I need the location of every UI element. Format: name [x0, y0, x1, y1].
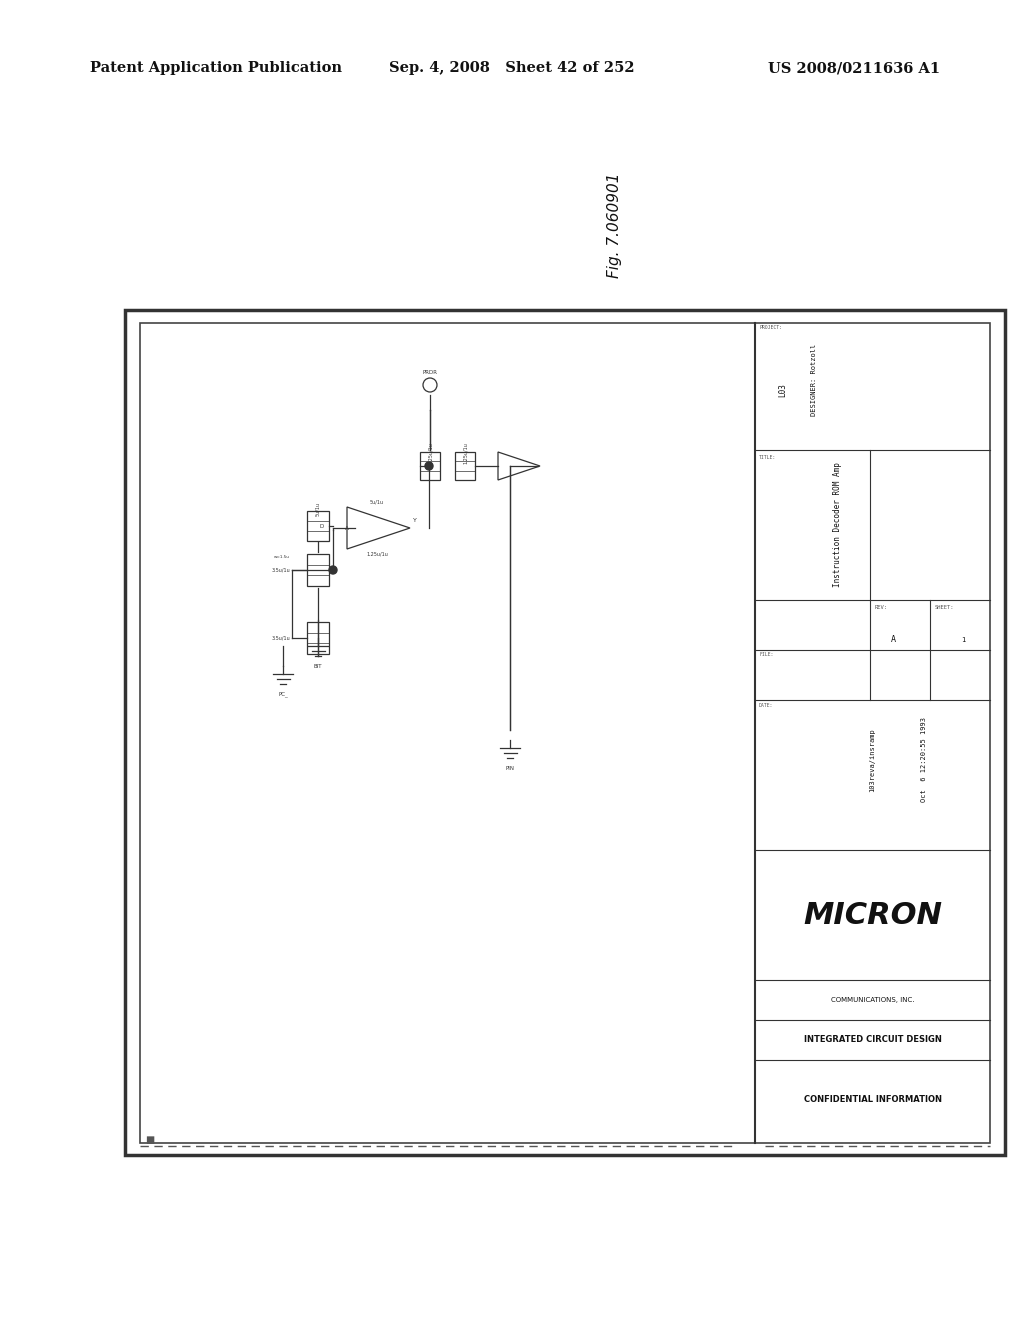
Text: Oct  6 12:20:55 1993: Oct 6 12:20:55 1993	[922, 718, 927, 803]
Bar	[307, 554, 329, 586]
Text: BIT: BIT	[313, 664, 323, 669]
Text: 1: 1	[961, 638, 966, 643]
Text: DATE:: DATE:	[759, 704, 773, 708]
Text: US 2008/0211636 A1: US 2008/0211636 A1	[768, 61, 940, 75]
Bar	[140, 323, 990, 1143]
Bar	[307, 622, 329, 653]
Text: SHEET:: SHEET:	[935, 605, 954, 610]
Text: Sep. 4, 2008   Sheet 42 of 252: Sep. 4, 2008 Sheet 42 of 252	[389, 61, 635, 75]
Text: 1.25u/1u: 1.25u/1u	[427, 442, 432, 463]
Text: CONFIDENTIAL INFORMATION: CONFIDENTIAL INFORMATION	[804, 1096, 941, 1105]
Text: FILE:: FILE:	[759, 652, 773, 657]
Text: Instruction Decoder ROM Amp: Instruction Decoder ROM Amp	[833, 462, 842, 587]
Text: L03: L03	[778, 383, 787, 397]
Text: Fig. 7.060901: Fig. 7.060901	[607, 172, 623, 277]
Text: 3.5u/1u: 3.5u/1u	[271, 635, 290, 640]
Text: 1.25u/1u: 1.25u/1u	[366, 550, 388, 556]
Bar	[420, 451, 440, 480]
Text: PRDR: PRDR	[423, 370, 437, 375]
Text: 3.5u/1u: 3.5u/1u	[271, 568, 290, 573]
Circle shape	[425, 462, 433, 470]
Text: Y: Y	[413, 517, 417, 523]
Text: PIN: PIN	[506, 766, 514, 771]
Text: PROJECT:: PROJECT:	[759, 325, 782, 330]
Text: A: A	[345, 525, 349, 531]
Text: MICRON: MICRON	[803, 900, 942, 929]
Text: 1.25u/1u: 1.25u/1u	[463, 442, 468, 463]
Text: REV:: REV:	[874, 605, 888, 610]
Text: INTEGRATED CIRCUIT DESIGN: INTEGRATED CIRCUIT DESIGN	[804, 1035, 941, 1044]
Bar	[125, 310, 1005, 1155]
Text: D: D	[319, 524, 325, 528]
Text: COMMUNICATIONS, INC.: COMMUNICATIONS, INC.	[830, 997, 914, 1003]
Text: w=1.5u: w=1.5u	[274, 554, 290, 558]
Text: 5u/1u: 5u/1u	[370, 500, 384, 506]
Text: 103reva/insramp: 103reva/insramp	[869, 729, 876, 792]
Text: TITLE:: TITLE:	[759, 455, 776, 459]
Circle shape	[329, 566, 337, 574]
Text: A: A	[891, 635, 896, 644]
Text: DESIGNER: Rotzoll: DESIGNER: Rotzoll	[811, 345, 817, 416]
Bar	[455, 451, 475, 480]
Text: PC_: PC_	[279, 690, 288, 697]
Bar	[307, 511, 329, 541]
Text: 5u/1u: 5u/1u	[315, 502, 321, 516]
Text: ■: ■	[145, 1135, 155, 1144]
Text: Patent Application Publication: Patent Application Publication	[90, 61, 342, 75]
